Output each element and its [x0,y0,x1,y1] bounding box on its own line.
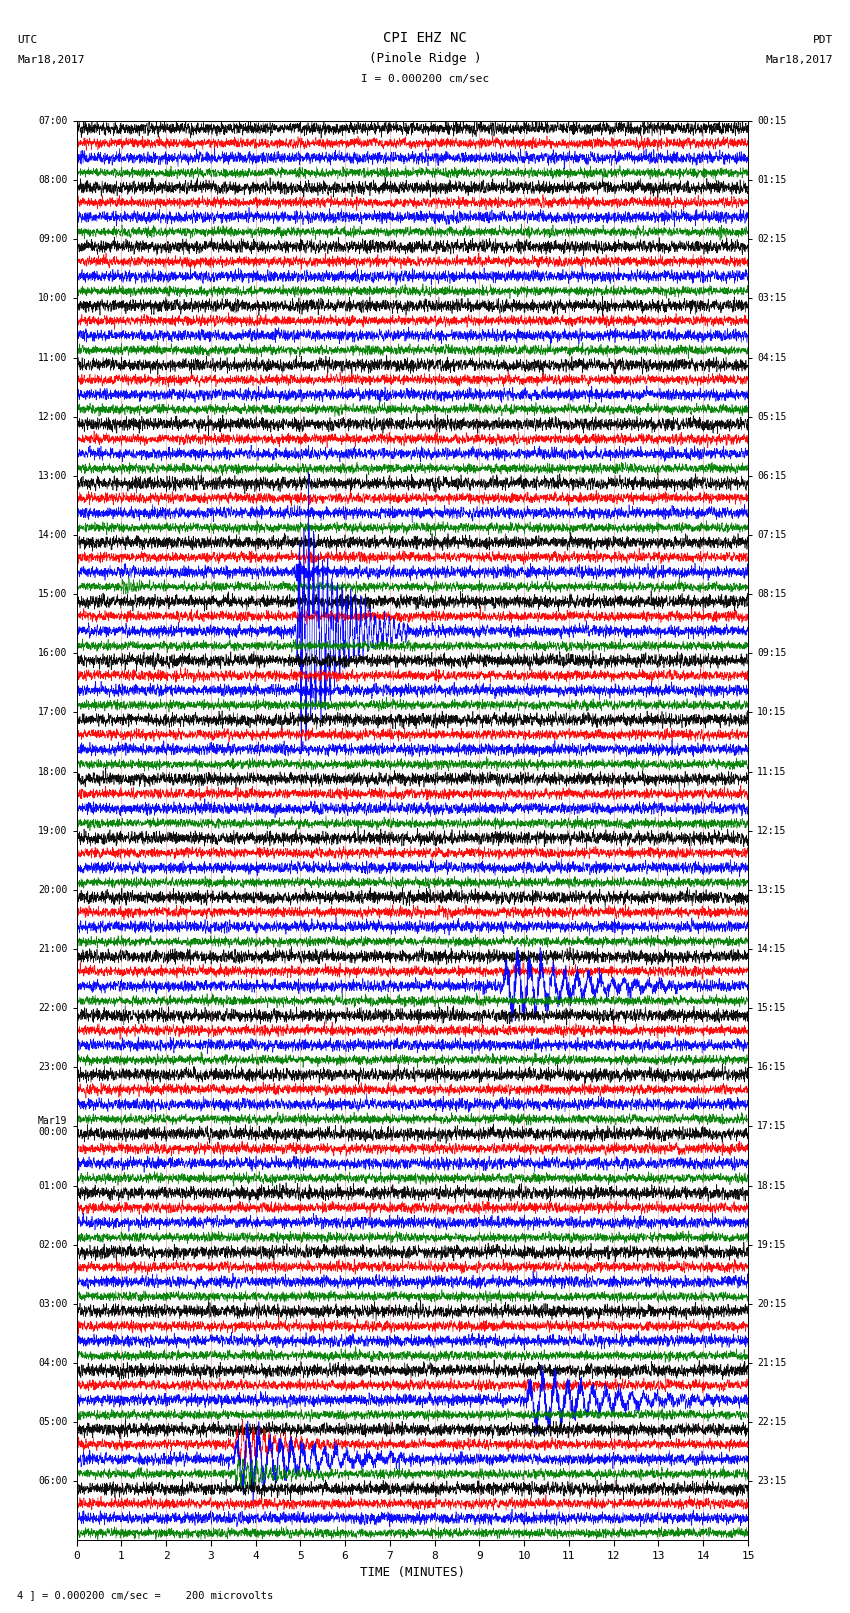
Text: UTC: UTC [17,35,37,45]
Text: 4 ] = 0.000200 cm/sec =    200 microvolts: 4 ] = 0.000200 cm/sec = 200 microvolts [17,1590,273,1600]
Text: CPI EHZ NC: CPI EHZ NC [383,31,467,45]
X-axis label: TIME (MINUTES): TIME (MINUTES) [360,1566,465,1579]
Text: (Pinole Ridge ): (Pinole Ridge ) [369,52,481,65]
Text: Mar18,2017: Mar18,2017 [766,55,833,65]
Text: Mar18,2017: Mar18,2017 [17,55,84,65]
Text: PDT: PDT [813,35,833,45]
Text: I = 0.000200 cm/sec: I = 0.000200 cm/sec [361,74,489,84]
